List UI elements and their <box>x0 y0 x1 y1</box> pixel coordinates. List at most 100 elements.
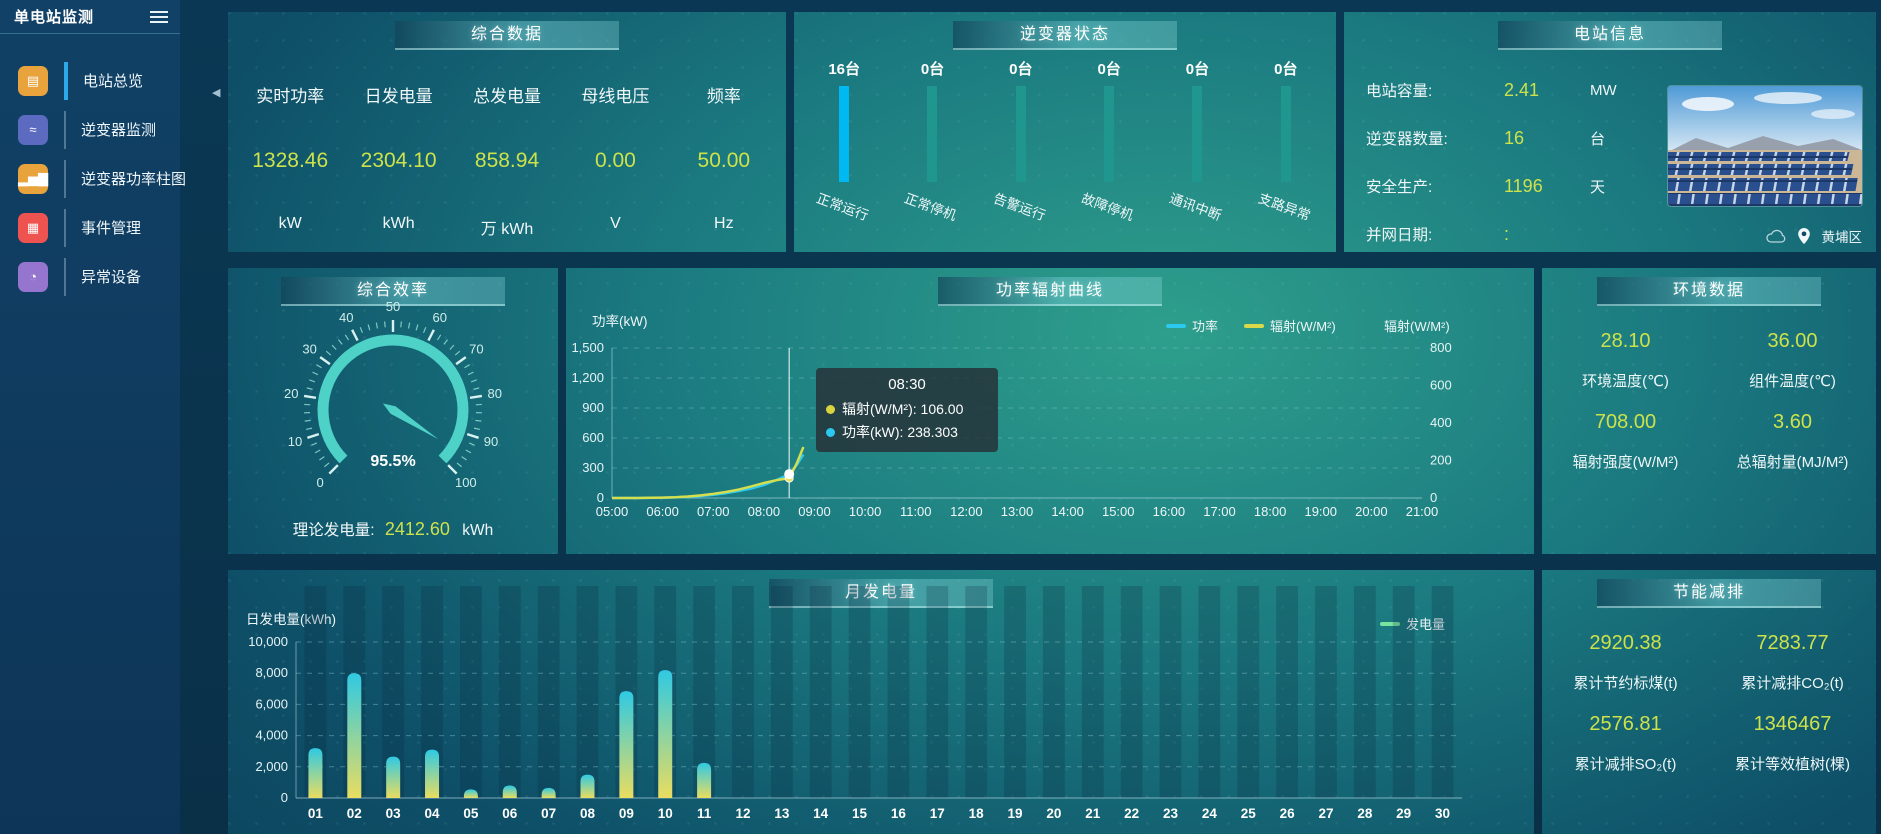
inverter-status-column: 16台 正常运行 <box>807 58 881 252</box>
chart-tooltip: 08:30 辐射(W/M²): 106.00 功率(kW): 238.303 <box>816 368 998 452</box>
radiation-dot-icon <box>826 405 835 414</box>
station-info-row: 安全生产: 1196 天 <box>1366 162 1648 210</box>
inverter-status-label: 故障停机 <box>1079 190 1136 224</box>
panel-title-summary: 综合数据 <box>395 21 619 50</box>
svg-text:200: 200 <box>1430 453 1452 468</box>
left-axis-name: 功率(kW) <box>592 314 648 329</box>
station-info-rows: 电站容量: 2.41 MW 逆变器数量: 16 台安全生产: 1196 天并网日期:: <box>1366 66 1648 258</box>
metric-unit: V <box>610 215 621 232</box>
station-info-row: 电站容量: 2.41 MW <box>1366 66 1648 114</box>
svg-text:07:00: 07:00 <box>697 504 730 519</box>
svg-text:18: 18 <box>969 806 985 821</box>
summary-metric: 实时功率 1328.46 kW <box>236 56 344 252</box>
svg-text:6,000: 6,000 <box>255 696 288 711</box>
inverter-label-wrap: 正常停机 <box>895 187 969 231</box>
summary-metric: 母线电压 0.00 V <box>561 56 669 252</box>
inverter-count: 0台 <box>920 61 945 78</box>
bar-axis-name: 日发电量(kWh) <box>246 612 336 627</box>
active-indicator <box>64 208 66 247</box>
svg-text:06:00: 06:00 <box>646 504 679 519</box>
inverter-status-columns: 16台 正常运行 0台 正常停机 0台 告警运行 0台 故障停机 0台 通讯中断 0台 支路异常 <box>800 58 1330 252</box>
weather-cloud-icon[interactable] <box>1765 229 1786 244</box>
station-info-label: 逆变器数量: <box>1366 131 1448 148</box>
svg-text:95.5%: 95.5% <box>370 453 415 470</box>
efficiency-gauge: 0 10 20 30 40 50 60 70 80 90 100 95.5% <box>284 299 502 490</box>
theory-label: 理论发电量: <box>292 522 375 539</box>
stat-label: 组件温度(℃) <box>1749 373 1836 390</box>
metric-label: 日发电量 <box>364 87 433 106</box>
sidebar-header: 单电站监测 <box>0 0 180 34</box>
svg-text:20: 20 <box>1046 806 1061 821</box>
location-pin-icon[interactable] <box>1797 228 1810 244</box>
panel-title-environment: 环境数据 <box>1597 277 1821 306</box>
metric-label: 母线电压 <box>581 87 650 106</box>
curve-legend: 功率 辐射(W/M²) <box>1166 316 1336 335</box>
station-location[interactable]: 黄埔区 <box>1821 230 1863 245</box>
active-indicator <box>64 61 68 100</box>
stat-label: 累计等效植树(棵) <box>1735 756 1850 773</box>
svg-text:06: 06 <box>502 806 518 821</box>
environment-cell: 36.00 组件温度(℃) <box>1709 330 1876 405</box>
inverter-count: 0台 <box>1185 61 1210 78</box>
svg-text:30: 30 <box>302 341 316 356</box>
inverter-label-wrap: 正常运行 <box>807 187 881 231</box>
inverter-count: 0台 <box>1009 61 1033 78</box>
generation-legend[interactable]: 发电量 <box>1380 614 1445 633</box>
environment-cell: 3.60 总辐射量(MJ/M²) <box>1709 411 1876 486</box>
svg-text:28: 28 <box>1357 806 1373 821</box>
saving-grid: 2920.38 累计节约标煤(t) 7283.77 累计减排CO₂(t) 2576.81… <box>1542 632 1876 788</box>
active-indicator <box>64 110 66 149</box>
sidebar-item-inverter-monitor[interactable]: ≈ 逆变器监测 <box>0 105 180 154</box>
svg-text:18:00: 18:00 <box>1254 504 1287 519</box>
metric-value: 2304.10 <box>360 149 437 172</box>
svg-text:1,500: 1,500 <box>571 340 604 355</box>
power-dot-icon <box>826 428 835 437</box>
stat-value: 2576.81 <box>1589 713 1662 735</box>
monthly-generation-chart[interactable]: 10,000 8,000 6,000 4,000 2,000 0 01 02 03 04 05 06 0… <box>228 570 1534 834</box>
svg-text:80: 80 <box>487 386 501 401</box>
panel-summary: 综合数据 实时功率 1328.46 kW 日发电量 2304.10 kWh 总发电量 858.… <box>228 12 786 252</box>
legend-item-power[interactable]: 功率 <box>1166 316 1218 335</box>
inverter-status-column: 0台 故障停机 <box>1072 58 1146 252</box>
svg-text:22: 22 <box>1124 806 1139 821</box>
inverter-monitor-icon: ≈ <box>18 114 48 145</box>
svg-text:4,000: 4,000 <box>255 728 288 743</box>
sidebar-item-abnormal-devices[interactable]: ◔ 异常设备 <box>0 252 180 301</box>
svg-text:19: 19 <box>1008 806 1023 821</box>
inverter-bar <box>927 86 938 182</box>
svg-text:100: 100 <box>455 475 477 490</box>
svg-text:15:00: 15:00 <box>1102 504 1135 519</box>
svg-text:0: 0 <box>317 475 324 490</box>
theory-generation: 理论发电量: 2412.60 kWh <box>228 518 558 540</box>
inverter-status-label: 告警运行 <box>991 190 1048 224</box>
inverter-status-label: 正常运行 <box>814 190 871 224</box>
sidebar-item-inverter-power-bars[interactable]: ▂▅▇ 逆变器功率柱图 <box>0 154 186 203</box>
station-photo <box>1668 86 1862 206</box>
saving-cell: 7283.77 累计减排CO₂(t) <box>1709 632 1876 707</box>
metric-unit: kW <box>278 215 302 232</box>
svg-text:30: 30 <box>1435 806 1450 821</box>
stat-label: 累计减排SO₂(t) <box>1574 756 1677 773</box>
metric-value: 50.00 <box>697 149 751 172</box>
inverter-label-wrap: 支路异常 <box>1249 187 1323 231</box>
svg-text:600: 600 <box>1430 378 1452 393</box>
sidebar-item-event-management[interactable]: ▦ 事件管理 <box>0 203 180 252</box>
inverter-count: 0台 <box>1274 61 1298 78</box>
summary-metric: 总发电量 858.94 万 kWh <box>453 56 561 252</box>
svg-text:13:00: 13:00 <box>1001 504 1034 519</box>
menu-toggle-icon[interactable] <box>146 7 172 27</box>
legend-item-radiation[interactable]: 辐射(W/M²) <box>1244 316 1336 335</box>
svg-text:24: 24 <box>1202 806 1218 821</box>
sidebar-item-label: 逆变器功率柱图 <box>81 171 187 188</box>
stat-value: 1346467 <box>1753 713 1832 735</box>
svg-text:900: 900 <box>582 400 604 415</box>
inverter-bar <box>839 86 850 182</box>
svg-text:16:00: 16:00 <box>1153 504 1186 519</box>
station-info-unit: 天 <box>1590 178 1606 196</box>
collapse-arrow-icon[interactable]: ◀ <box>212 87 221 99</box>
panel-station-info: 电站信息 电站容量: 2.41 MW 逆变器数量: 16 台安全生产: 1196 天并网日期:… <box>1344 12 1876 252</box>
svg-text:08: 08 <box>580 806 596 821</box>
sidebar-item-station-overview[interactable]: ▤ 电站总览 <box>0 56 180 105</box>
svg-text:13: 13 <box>774 806 790 821</box>
